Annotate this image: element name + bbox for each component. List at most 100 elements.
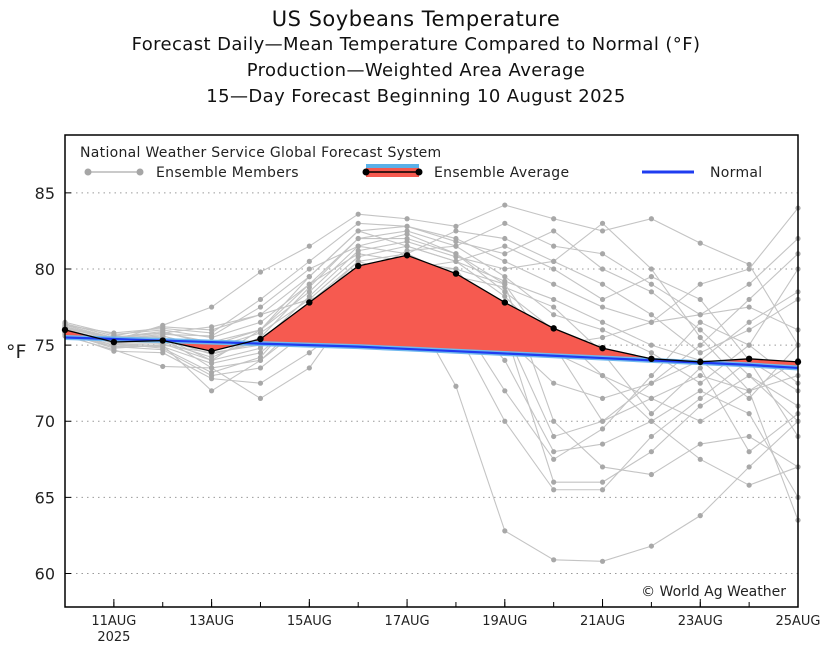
ensemble-member-point (746, 411, 752, 417)
ensemble-member-point (257, 350, 264, 356)
ensemble-average-point (550, 325, 557, 332)
ensemble-member-point (746, 304, 752, 310)
ensemble-member-point (746, 266, 752, 272)
ensemble-member-point (257, 319, 264, 325)
legend-average-dot (415, 168, 423, 176)
ensemble-member-point (697, 395, 703, 402)
ensemble-member-point (502, 202, 508, 208)
ensemble-member-point (599, 281, 606, 287)
ensemble-member-point (599, 372, 606, 379)
ensemble-member-point (599, 395, 606, 402)
ensemble-member-point (257, 365, 264, 371)
ensemble-member-line (64, 230, 799, 361)
ensemble-member-point (355, 220, 361, 226)
ensemble-member-line (64, 233, 799, 476)
ensemble-member-point (502, 289, 508, 295)
legend-source: National Weather Service Global Forecast… (80, 145, 441, 161)
ensemble-member-point (648, 281, 655, 287)
y-tick-label: 80 (35, 260, 55, 279)
ensemble-member-point (404, 216, 410, 222)
ensemble-member-point (502, 258, 508, 264)
ensemble-average-point (403, 252, 411, 259)
ensemble-member-point (697, 365, 703, 371)
ensemble-average-point (257, 335, 264, 343)
ensemble-member-point (599, 304, 606, 310)
ensemble-member-point (697, 372, 703, 379)
ensemble-member-point (697, 319, 703, 325)
chart-subtitle-1: Forecast Daily—Mean Temperature Compared… (131, 34, 701, 55)
ensemble-member-point (453, 266, 459, 272)
ensemble-member-point (453, 228, 459, 234)
legend-members-dot (84, 168, 92, 176)
ensemble-member-point (404, 235, 410, 242)
x-tick-label: 19AUG (482, 614, 527, 629)
ensemble-member-point (502, 235, 508, 242)
ensemble-member-point (697, 240, 703, 246)
ensemble-average-point (599, 344, 606, 352)
ensemble-member-line (64, 230, 799, 384)
ensemble-member-point (453, 258, 459, 264)
ensemble-member-point (746, 482, 752, 488)
chart-subtitle-3: 15—Day Forecast Beginning 10 August 2025 (206, 86, 626, 107)
ensemble-member-point (453, 238, 459, 245)
ensemble-member-point (746, 327, 752, 333)
ensemble-member-point (697, 281, 703, 287)
legend-average-dot (362, 168, 370, 176)
ensemble-member-point (209, 333, 215, 339)
ensemble-member-point (502, 278, 508, 284)
ensemble-member-point (648, 266, 655, 272)
ensemble-member-line (64, 222, 799, 422)
ensemble-member-point (257, 327, 264, 333)
ensemble-member-point (746, 281, 752, 287)
ensemble-average-point (208, 348, 215, 355)
ensemble-member-point (746, 395, 752, 402)
ensemble-member-point (502, 388, 508, 394)
ensemble-member-point (551, 243, 557, 249)
ensemble-member-point (160, 330, 166, 336)
ensemble-member-point (599, 296, 606, 303)
x-tick-label: 13AUG (189, 614, 234, 629)
ensemble-member-point (551, 380, 557, 386)
x-tick-label: 25AUG (775, 614, 820, 629)
ensemble-member-point (648, 543, 655, 549)
grid-lines (65, 192, 798, 575)
ensemble-member-point (697, 441, 703, 447)
title-block: US Soybeans Temperature Forecast Daily—M… (0, 6, 832, 110)
ensemble-member-point (551, 418, 557, 424)
ensemble-member-point (599, 479, 606, 485)
ensemble-member-point (551, 487, 557, 493)
ensemble-member-point (160, 363, 166, 370)
ensemble-member-point (306, 274, 312, 280)
ensemble-member-point (599, 558, 606, 564)
ensemble-member-point (746, 372, 752, 379)
ensemble-member-point (209, 388, 215, 394)
ensemble-member-point (257, 296, 264, 303)
ensemble-member-point (697, 342, 703, 348)
ensemble-member-point (746, 388, 752, 394)
ensemble-member-point (648, 449, 655, 455)
x-tick-label: 21AUG (580, 614, 625, 629)
ensemble-member-point (257, 380, 264, 386)
ensemble-member-point (502, 418, 508, 424)
ensemble-average-point (159, 337, 166, 344)
ensemble-members (62, 202, 801, 564)
ensemble-average-series (61, 252, 802, 366)
ensemble-member-point (306, 281, 312, 287)
legend-members-dot (136, 168, 144, 176)
ensemble-member-point (599, 228, 606, 234)
ensemble-member-point (551, 449, 557, 455)
ensemble-member-point (209, 357, 215, 363)
ensemble-member-point (697, 388, 703, 394)
ensemble-member-point (648, 411, 655, 417)
legend-average-label: Ensemble Average (434, 165, 569, 181)
chart-title: US Soybeans Temperature (271, 7, 561, 31)
ensemble-member-point (404, 243, 410, 249)
ensemble-member-point (306, 243, 312, 249)
normal-series (64, 335, 799, 371)
legend-members-label: Ensemble Members (156, 165, 299, 181)
ensemble-member-point (599, 426, 606, 432)
ensemble-member-point (648, 216, 655, 222)
y-tick-label: 65 (35, 488, 55, 507)
